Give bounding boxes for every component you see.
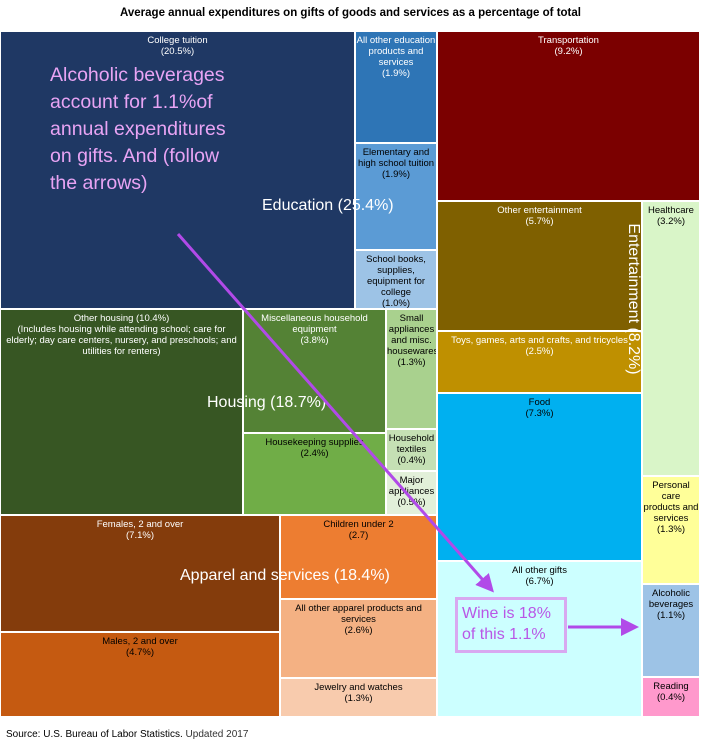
treemap-cell-children-under-2: Children under 2 (2.7) <box>280 515 437 599</box>
treemap-cell-housekeeping-supplies: Housekeeping supplies (2.4%) <box>243 433 386 515</box>
cell-label: Other entertainment <box>497 205 582 216</box>
treemap-cell-healthcare: Healthcare (3.2%) <box>642 201 700 476</box>
chart-title: Average annual expenditures on gifts of … <box>120 7 581 19</box>
treemap-cell-school-books: School books, supplies, equipment for co… <box>355 250 437 309</box>
cell-label: Alcoholic beverages <box>648 588 694 610</box>
treemap-cell-misc-household-equipment: Miscellaneous household equipment (3.8%) <box>243 309 386 433</box>
treemap-cell-all-other-gifts: All other gifts (6.7%) <box>437 561 642 717</box>
cell-value: (2.6%) <box>344 625 373 636</box>
cell-label: Housekeeping supplies <box>265 437 364 448</box>
cell-note: (Includes housing while attending school… <box>6 324 237 357</box>
cell-label: Miscellaneous household equipment <box>261 313 368 335</box>
cell-value: (20.5%) <box>160 46 195 57</box>
treemap-cell-personal-care: Personal care products and services (1.3%… <box>642 476 700 584</box>
treemap-cell-males: Males, 2 and over (4.7%) <box>0 632 280 717</box>
cell-label: Healthcare <box>648 205 694 216</box>
annotation-alcohol-note: Alcoholic beverages account for 1.1%of a… <box>50 64 226 194</box>
updated-text: Updated 2017 <box>185 729 249 740</box>
cell-label: All other apparel products and services <box>295 603 422 625</box>
group-label-housing: Housing (18.7%) <box>207 394 327 411</box>
cell-value: (3.8%) <box>300 335 329 346</box>
cell-label: Personal care products and services <box>643 480 699 524</box>
treemap-cell-other-entertainment: Other entertainment (5.7%) <box>437 201 642 331</box>
cell-value: (4.7%) <box>126 647 154 658</box>
cell-value: (1.1%) <box>657 610 685 621</box>
treemap-cell-transportation: Transportation (9.2%) <box>437 31 700 201</box>
treemap-cell-reading: Reading (0.4%) <box>642 677 700 717</box>
source-note: Source: U.S. Bureau of Labor Statistics.… <box>6 729 248 740</box>
group-label-entertainment: Entertainment (8.2%) <box>625 223 642 375</box>
cell-value: (7.3%) <box>525 408 554 419</box>
cell-value: (1.0%) <box>382 298 410 309</box>
cell-label: Small appliances and misc. housewares <box>387 313 437 357</box>
cell-value: (1.3%) <box>657 524 685 535</box>
treemap-cell-toys-games: Toys, games, arts and crafts, and tricyc… <box>437 331 642 393</box>
group-label-education: Education (25.4%) <box>262 197 394 214</box>
cell-value: (0.5%) <box>397 497 426 508</box>
cell-label: School books, supplies, equipment for co… <box>366 254 426 298</box>
cell-value: (9.2%) <box>554 46 583 57</box>
cell-value: (1.3%) <box>397 357 426 368</box>
cell-label: Reading <box>653 681 689 692</box>
cell-value: (7.1%) <box>126 530 154 541</box>
cell-value: (1.3%) <box>344 693 373 704</box>
treemap-cell-food: Food (7.3%) <box>437 393 642 561</box>
cell-label: Other housing (10.4%) <box>73 313 170 324</box>
cell-value: (0.4%) <box>657 692 685 703</box>
cell-label: Children under 2 <box>323 519 394 530</box>
cell-label: Food <box>528 397 551 408</box>
cell-label: All other education products and service… <box>356 35 436 68</box>
treemap-cell-jewelry: Jewelry and watches (1.3%) <box>280 678 437 717</box>
cell-value: (3.2%) <box>657 216 685 227</box>
group-label-apparel: Apparel and services (18.4%) <box>180 567 390 584</box>
cell-value: (1.9%) <box>382 68 410 79</box>
cell-value: (5.7%) <box>525 216 554 227</box>
cell-value: (0.4%) <box>397 455 426 466</box>
treemap-cell-all-other-apparel: All other apparel products and services(… <box>280 599 437 678</box>
treemap-cell-elementary-tuition: Elementary and high school tuition (1.9%) <box>355 143 437 250</box>
cell-value: (2.4%) <box>300 448 329 459</box>
cell-value: (6.7%) <box>525 576 554 587</box>
cell-label: Elementary and high school tuition <box>357 147 435 169</box>
cell-label: Major appliances <box>388 475 435 497</box>
cell-label: Household textiles <box>388 433 435 455</box>
treemap-cell-major-appliances: Major appliances (0.5%) <box>386 471 437 515</box>
treemap-cell-all-other-education: All other education products and service… <box>355 31 437 143</box>
cell-value: (2.5%) <box>525 346 554 357</box>
cell-label: College tuition <box>147 35 208 46</box>
source-text: Source: U.S. Bureau of Labor Statistics. <box>6 729 183 740</box>
cell-value: (1.9%) <box>382 169 410 180</box>
treemap-cell-other-housing: Other housing (10.4%) (Includes housing w… <box>0 309 243 515</box>
cell-label: All other gifts <box>512 565 567 576</box>
cell-value: (2.7) <box>348 530 369 541</box>
cell-label: Jewelry and watches <box>314 682 403 693</box>
cell-label: Toys, games, arts and crafts, and tricyc… <box>451 335 628 346</box>
treemap-cell-small-appliances: Small appliances and misc. housewares (1.… <box>386 309 437 429</box>
cell-label: Males, 2 and over <box>102 636 178 647</box>
treemap-cell-alcoholic-beverages: Alcoholic beverages (1.1%) <box>642 584 700 677</box>
cell-label: Transportation <box>538 35 599 46</box>
annotation-wine-box: Wine is 18% of this 1.1% <box>455 597 567 653</box>
cell-label: Females, 2 and over <box>96 519 184 530</box>
treemap-cell-household-textiles: Household textiles (0.4%) <box>386 429 437 471</box>
